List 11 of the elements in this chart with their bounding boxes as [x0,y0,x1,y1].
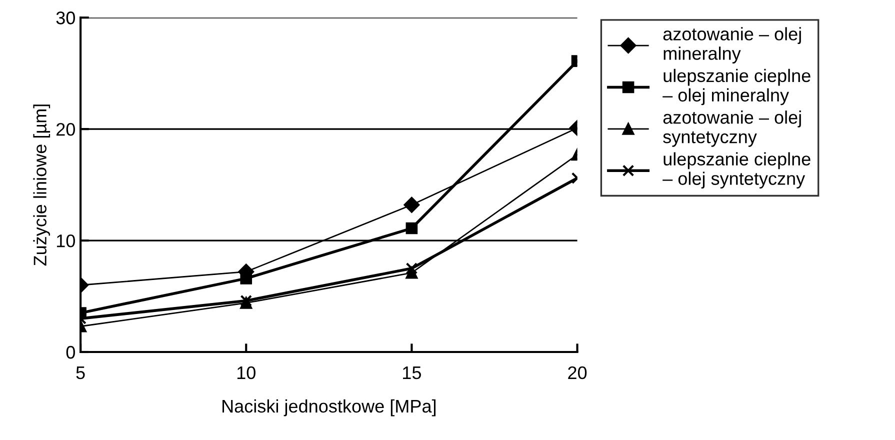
x-axis-title: Naciski jednostkowe [MPa] [222,399,436,416]
y-tick-label: 10 [56,234,75,248]
x-tick-label: 15 [403,366,421,380]
x-tick-label: 5 [76,366,85,380]
y-tick-label: 30 [56,12,75,24]
y-tick-label: 0 [66,346,75,359]
x-tick-label: 10 [237,366,256,380]
x-tick-label: 20 [568,366,587,380]
y-tick-label: 20 [56,123,75,136]
y-axis-title: Zużycie liniowe [µm] [33,104,50,266]
legend-label: ulepszanie cieplne – olej syntetyczny [662,152,810,189]
